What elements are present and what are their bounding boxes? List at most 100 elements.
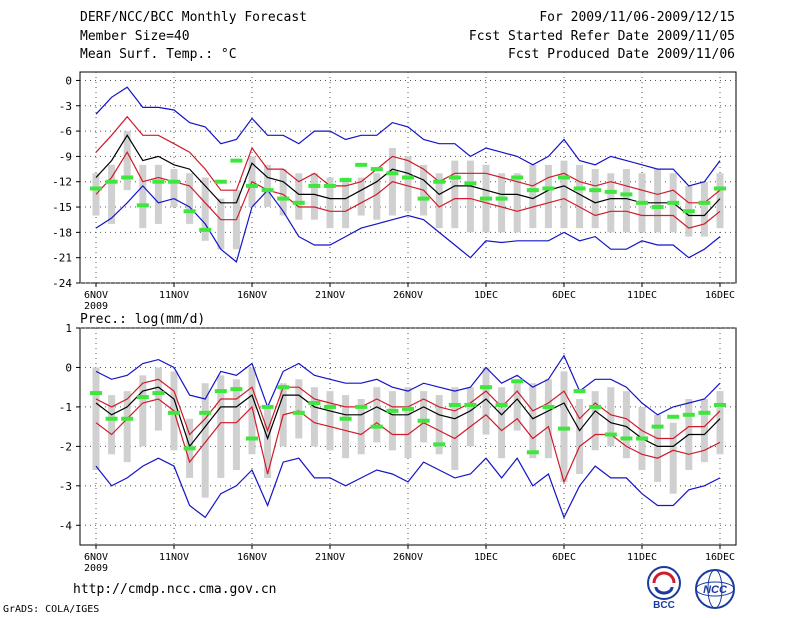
prec-ytick-label: -3 <box>59 480 72 493</box>
temp-ensemble-box <box>373 173 381 220</box>
temp-line-max_hi <box>95 86 721 187</box>
prec-ensemble-box <box>466 387 474 447</box>
temp-obs-marker <box>480 196 492 201</box>
prec-obs-marker <box>105 416 118 421</box>
temp-obs-marker <box>464 181 477 186</box>
prec-ensemble-box <box>607 387 615 447</box>
prec-obs-marker <box>495 402 508 407</box>
prec-ensemble-box <box>264 406 272 478</box>
temp-obs-marker <box>495 196 508 201</box>
source-url[interactable]: http://cmdp.ncc.cma.gov.cn <box>73 582 277 597</box>
prec-obs-marker <box>199 410 212 415</box>
prec-ensemble-box <box>388 391 396 451</box>
prec-line-max_hi <box>95 354 721 416</box>
prec-xtick-label: 6NOV <box>84 552 108 563</box>
temp-ensemble-box <box>451 160 459 229</box>
temp-obs-marker <box>324 183 336 188</box>
prec-ensemble-box <box>482 367 490 435</box>
prec-obs-marker <box>542 404 555 409</box>
temp-xtick-label: 11DEC <box>627 290 657 301</box>
prec-obs-marker <box>698 410 711 415</box>
prec-obs-marker <box>246 436 258 441</box>
temp-obs-marker <box>636 200 648 205</box>
prec-ensemble-box <box>700 399 708 463</box>
temp-obs-marker <box>714 186 726 191</box>
temp-obs-marker <box>214 179 227 184</box>
prec-ensemble-box <box>373 387 381 443</box>
prec-ytick-label: 0 <box>65 361 72 374</box>
prec-ensemble-box <box>326 391 334 451</box>
forecast-period: For 2009/11/06-2009/12/15 <box>539 10 735 25</box>
prec-obs-marker <box>651 424 664 429</box>
prec-line-lo <box>95 398 721 484</box>
temp-ensemble-box <box>108 164 116 224</box>
temp-obs-marker <box>511 175 524 180</box>
temp-ytick-label: -15 <box>52 201 72 214</box>
prec-ensemble-box <box>716 391 724 455</box>
prec-ensemble-box <box>576 399 584 474</box>
prec-obs-marker <box>292 410 305 415</box>
prec-xtick-label: 11DEC <box>627 552 657 563</box>
prec-obs-marker <box>480 385 492 390</box>
temp-obs-marker <box>433 179 446 184</box>
prec-obs-marker <box>714 402 726 407</box>
temp-ensemble-box <box>310 173 318 220</box>
prec-xtick-label: 1DEC <box>474 552 498 563</box>
prec-obs-marker <box>370 424 383 429</box>
prec-ensemble-box <box>529 383 537 459</box>
prec-obs-marker <box>526 450 539 455</box>
prec-obs-marker <box>214 389 227 394</box>
prec-ytick-label: -2 <box>59 440 72 453</box>
temp-obs-marker <box>152 179 165 184</box>
prec-xtick-label: 6DEC <box>552 552 576 563</box>
temp-ensemble-box <box>560 160 568 229</box>
prec-obs-marker <box>261 404 274 409</box>
temp-line-hi <box>95 115 721 204</box>
temp-xtick-label: 1DEC <box>474 290 498 301</box>
prec-obs-marker <box>464 402 477 407</box>
prec-xtick-label: 16DEC <box>705 552 735 563</box>
temp-xtick-label: 21NOV <box>315 290 345 301</box>
temp-obs-marker <box>168 179 180 184</box>
temp-obs-marker <box>604 189 617 194</box>
prec-xtick-label: 16NOV <box>237 552 267 563</box>
prec-obs-marker <box>417 418 430 423</box>
temp-obs-marker <box>526 188 539 193</box>
prec-obs-marker <box>511 379 524 384</box>
prec-ensemble-box <box>92 367 100 471</box>
temp-ensemble-box <box>342 177 350 229</box>
prec-ensemble-box <box>248 367 256 455</box>
temp-obs-marker <box>121 175 134 180</box>
temp-ensemble-box <box>591 169 599 229</box>
temp-xtick-label: 16NOV <box>237 290 267 301</box>
temp-ensemble-box <box>357 177 365 216</box>
chart-title: DERF/NCC/BCC Monthly Forecast <box>80 10 307 25</box>
prec-obs-marker <box>355 404 368 409</box>
temp-ensemble-box <box>404 156 412 212</box>
prec-obs-marker <box>402 406 414 411</box>
temp-line-max <box>95 185 721 263</box>
temp-ensemble-box <box>654 169 662 233</box>
prec-ensemble-box <box>420 391 428 443</box>
temp-obs-marker <box>199 227 212 232</box>
temp-obs-marker <box>417 196 430 201</box>
temp-ensemble-box <box>326 177 334 229</box>
prec-ensemble-box <box>108 395 116 455</box>
temp-obs-marker <box>183 209 196 214</box>
temp-obs-marker <box>261 188 274 193</box>
prec-ensemble-box <box>435 395 443 455</box>
prec-ensemble-box <box>139 375 147 447</box>
temp-xtick-label: 11NOV <box>159 290 189 301</box>
prec-obs-marker <box>636 436 648 441</box>
temp-ensemble-box <box>607 173 615 233</box>
prec-line-max <box>95 457 721 519</box>
temp-ensemble-box <box>186 173 194 224</box>
prec-obs-marker <box>573 389 586 394</box>
temp-ytick-label: -24 <box>52 277 72 290</box>
prec-obs-marker <box>620 436 633 441</box>
temp-obs-marker <box>230 158 243 163</box>
temp-obs-marker <box>698 200 711 205</box>
bcc-logo-text: BCC <box>653 600 675 611</box>
temp-obs-marker <box>90 186 102 191</box>
